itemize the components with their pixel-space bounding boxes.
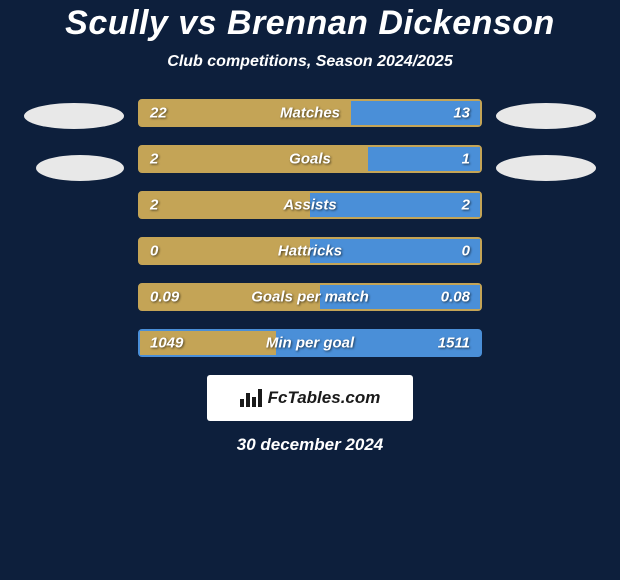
stat-bars: 2213Matches21Goals22Assists00Hattricks0.… bbox=[138, 99, 482, 357]
page-title: Scully vs Brennan Dickenson bbox=[65, 4, 555, 43]
brand-badge-text: FcTables.com bbox=[268, 388, 381, 408]
stat-value-left: 2 bbox=[150, 197, 158, 214]
subtitle: Club competitions, Season 2024/2025 bbox=[167, 53, 452, 71]
stat-label: Goals per match bbox=[251, 289, 369, 306]
stat-row: 0 0 Hattricks bbox=[138, 237, 482, 265]
stat-value-left: 0.09 bbox=[150, 289, 179, 306]
stat-value-right: 1511 bbox=[438, 335, 470, 352]
avatar-left-2 bbox=[36, 155, 124, 181]
avatar-right-1 bbox=[496, 103, 596, 129]
stat-row: 1049 1511 Min per goal bbox=[138, 329, 482, 357]
brand-badge: FcTables.com bbox=[207, 375, 413, 421]
stat-row: 2 2 Assists bbox=[138, 191, 482, 219]
stat-label: Matches bbox=[280, 105, 340, 122]
stat-value-left: 0 bbox=[150, 243, 158, 260]
bar-left bbox=[140, 147, 368, 171]
stat-value-right: 1 bbox=[462, 151, 470, 168]
stat-value-right: 2 bbox=[462, 197, 470, 214]
avatar-left-1 bbox=[24, 103, 124, 129]
left-avatar-column bbox=[24, 99, 124, 181]
stat-value-left: 2 bbox=[150, 151, 158, 168]
stat-value-right: 0.08 bbox=[441, 289, 470, 306]
stat-value-left: 1049 bbox=[150, 335, 183, 352]
bar-chart-icon bbox=[240, 389, 262, 407]
stat-label: Hattricks bbox=[278, 243, 342, 260]
stat-value-right: 13 bbox=[453, 105, 470, 122]
stat-row: 2 1 Goals bbox=[138, 145, 482, 173]
stat-label: Goals bbox=[289, 151, 331, 168]
avatar-right-2 bbox=[496, 155, 596, 181]
stat-label: Assists bbox=[283, 197, 336, 214]
stat-value-right: 0 bbox=[462, 243, 470, 260]
chart-area: 2213Matches21Goals22Assists00Hattricks0.… bbox=[24, 99, 596, 357]
comparison-infographic: Scully vs Brennan Dickenson Club competi… bbox=[0, 0, 620, 580]
stat-row: 22 13 Matches bbox=[138, 99, 482, 127]
right-avatar-column bbox=[496, 99, 596, 181]
stat-row: 0.09 0.08 Goals per match bbox=[138, 283, 482, 311]
stat-label: Min per goal bbox=[266, 335, 354, 352]
footer-date: 30 december 2024 bbox=[237, 435, 384, 455]
stat-value-left: 22 bbox=[150, 105, 167, 122]
